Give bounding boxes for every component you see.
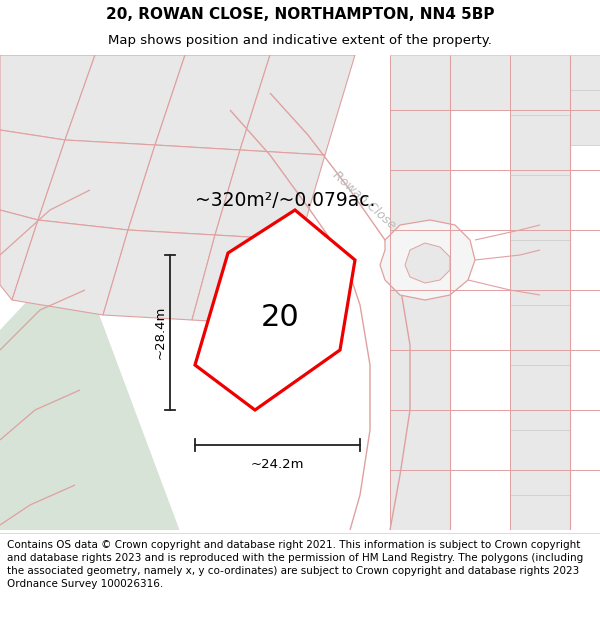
Text: Map shows position and indicative extent of the property.: Map shows position and indicative extent… <box>108 34 492 47</box>
Polygon shape <box>510 430 570 495</box>
Polygon shape <box>450 55 510 110</box>
Text: Contains OS data © Crown copyright and database right 2021. This information is : Contains OS data © Crown copyright and d… <box>7 539 583 589</box>
Text: Rowan Close: Rowan Close <box>330 168 398 232</box>
Polygon shape <box>155 55 270 150</box>
Polygon shape <box>192 235 300 325</box>
Polygon shape <box>390 230 450 290</box>
Polygon shape <box>510 240 570 305</box>
Polygon shape <box>390 410 450 470</box>
Polygon shape <box>390 350 450 410</box>
Polygon shape <box>390 290 450 350</box>
Polygon shape <box>240 55 355 155</box>
Polygon shape <box>510 55 570 115</box>
Polygon shape <box>390 55 450 110</box>
Polygon shape <box>380 220 475 300</box>
Polygon shape <box>510 365 570 430</box>
Polygon shape <box>510 495 570 530</box>
Polygon shape <box>128 145 240 235</box>
Polygon shape <box>0 250 200 585</box>
Polygon shape <box>0 55 95 140</box>
Text: ~24.2m: ~24.2m <box>251 459 304 471</box>
Polygon shape <box>215 150 325 240</box>
Polygon shape <box>65 55 185 145</box>
Polygon shape <box>570 90 600 145</box>
Text: 20: 20 <box>260 304 299 332</box>
Polygon shape <box>570 55 600 90</box>
Polygon shape <box>510 305 570 365</box>
Polygon shape <box>390 110 450 170</box>
Polygon shape <box>38 140 155 230</box>
Polygon shape <box>0 130 65 220</box>
Polygon shape <box>510 115 570 175</box>
Polygon shape <box>195 210 355 410</box>
Polygon shape <box>12 220 128 315</box>
Polygon shape <box>510 175 570 240</box>
Polygon shape <box>103 230 215 320</box>
Polygon shape <box>0 210 38 300</box>
Text: 20, ROWAN CLOSE, NORTHAMPTON, NN4 5BP: 20, ROWAN CLOSE, NORTHAMPTON, NN4 5BP <box>106 8 494 22</box>
Text: ~28.4m: ~28.4m <box>154 306 167 359</box>
Polygon shape <box>405 243 450 283</box>
Polygon shape <box>390 170 450 230</box>
Polygon shape <box>390 470 450 530</box>
Text: ~320m²/~0.079ac.: ~320m²/~0.079ac. <box>195 191 376 209</box>
